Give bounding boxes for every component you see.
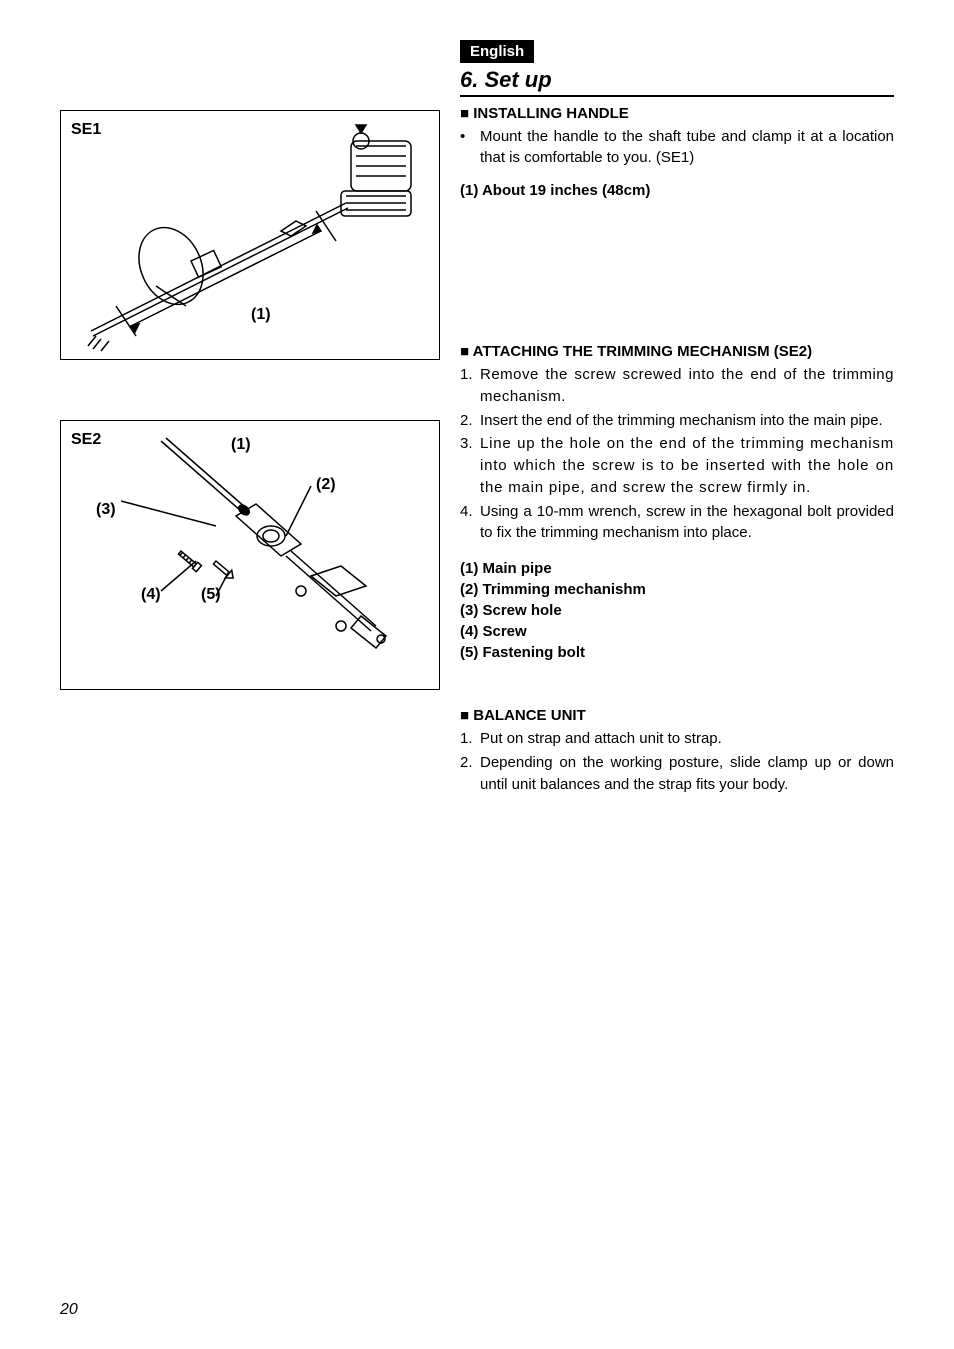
callout-label: (3) Screw hole: [460, 600, 894, 621]
list-item: 1. Remove the screw screwed into the end…: [460, 364, 894, 408]
list-number: 1.: [460, 728, 480, 750]
list-number: 1.: [460, 364, 480, 408]
bullet-item: • Mount the handle to the shaft tube and…: [460, 126, 894, 168]
list-number: 4.: [460, 501, 480, 545]
figure-se2-callout-3: (3): [96, 501, 116, 519]
page-number: 20: [60, 1301, 78, 1319]
figure-se2-illustration: [61, 421, 439, 689]
figure-se2-callout-1: (1): [231, 436, 251, 454]
list-text: Line up the hole on the end of the trimm…: [480, 433, 894, 498]
note-measurement: (1) About 19 inches (48cm): [460, 182, 894, 199]
figure-se2-callout-4: (4): [141, 586, 161, 604]
list-number: 2.: [460, 752, 480, 796]
bullet-text: Mount the handle to the shaft tube and c…: [480, 126, 894, 168]
list-item: 2. Insert the end of the trimming mechan…: [460, 410, 894, 432]
figure-se2-label: SE2: [71, 431, 101, 449]
list-item: 3. Line up the hole on the end of the tr…: [460, 433, 894, 498]
figure-se2: SE2: [60, 420, 440, 690]
list-text: Remove the screw screwed into the end of…: [480, 364, 894, 408]
figure-se2-callout-2: (2): [316, 476, 336, 494]
list-text: Insert the end of the trimming mechanism…: [480, 410, 883, 432]
section-title: 6. Set up: [460, 67, 894, 97]
callout-label: (5) Fastening bolt: [460, 642, 894, 663]
bullet-marker: •: [460, 126, 480, 168]
figure-se1-callout-1: (1): [251, 306, 271, 324]
heading-installing-handle: INSTALLING HANDLE: [460, 105, 894, 122]
list-item: 1. Put on strap and attach unit to strap…: [460, 728, 894, 750]
list-number: 2.: [460, 410, 480, 432]
list-number: 3.: [460, 433, 480, 498]
list-text: Using a 10-mm wrench, screw in the hexag…: [480, 501, 894, 545]
figure-se1: SE1: [60, 110, 440, 360]
list-item: 2. Depending on the working posture, sli…: [460, 752, 894, 796]
figure-se2-callout-5: (5): [201, 586, 221, 604]
list-text: Put on strap and attach unit to strap.: [480, 728, 722, 750]
callout-label: (2) Trimming mechanishm: [460, 579, 894, 600]
callout-label: (1) Main pipe: [460, 558, 894, 579]
callout-label: (4) Screw: [460, 621, 894, 642]
list-text: Depending on the working posture, slide …: [480, 752, 894, 796]
figure-se1-label: SE1: [71, 121, 101, 139]
language-badge: English: [460, 40, 534, 63]
figure-se1-illustration: [61, 111, 439, 359]
heading-attaching-trimming: ATTACHING THE TRIMMING MECHANISM (SE2): [460, 343, 894, 360]
heading-balance-unit: BALANCE UNIT: [460, 707, 894, 724]
list-item: 4. Using a 10-mm wrench, screw in the he…: [460, 501, 894, 545]
